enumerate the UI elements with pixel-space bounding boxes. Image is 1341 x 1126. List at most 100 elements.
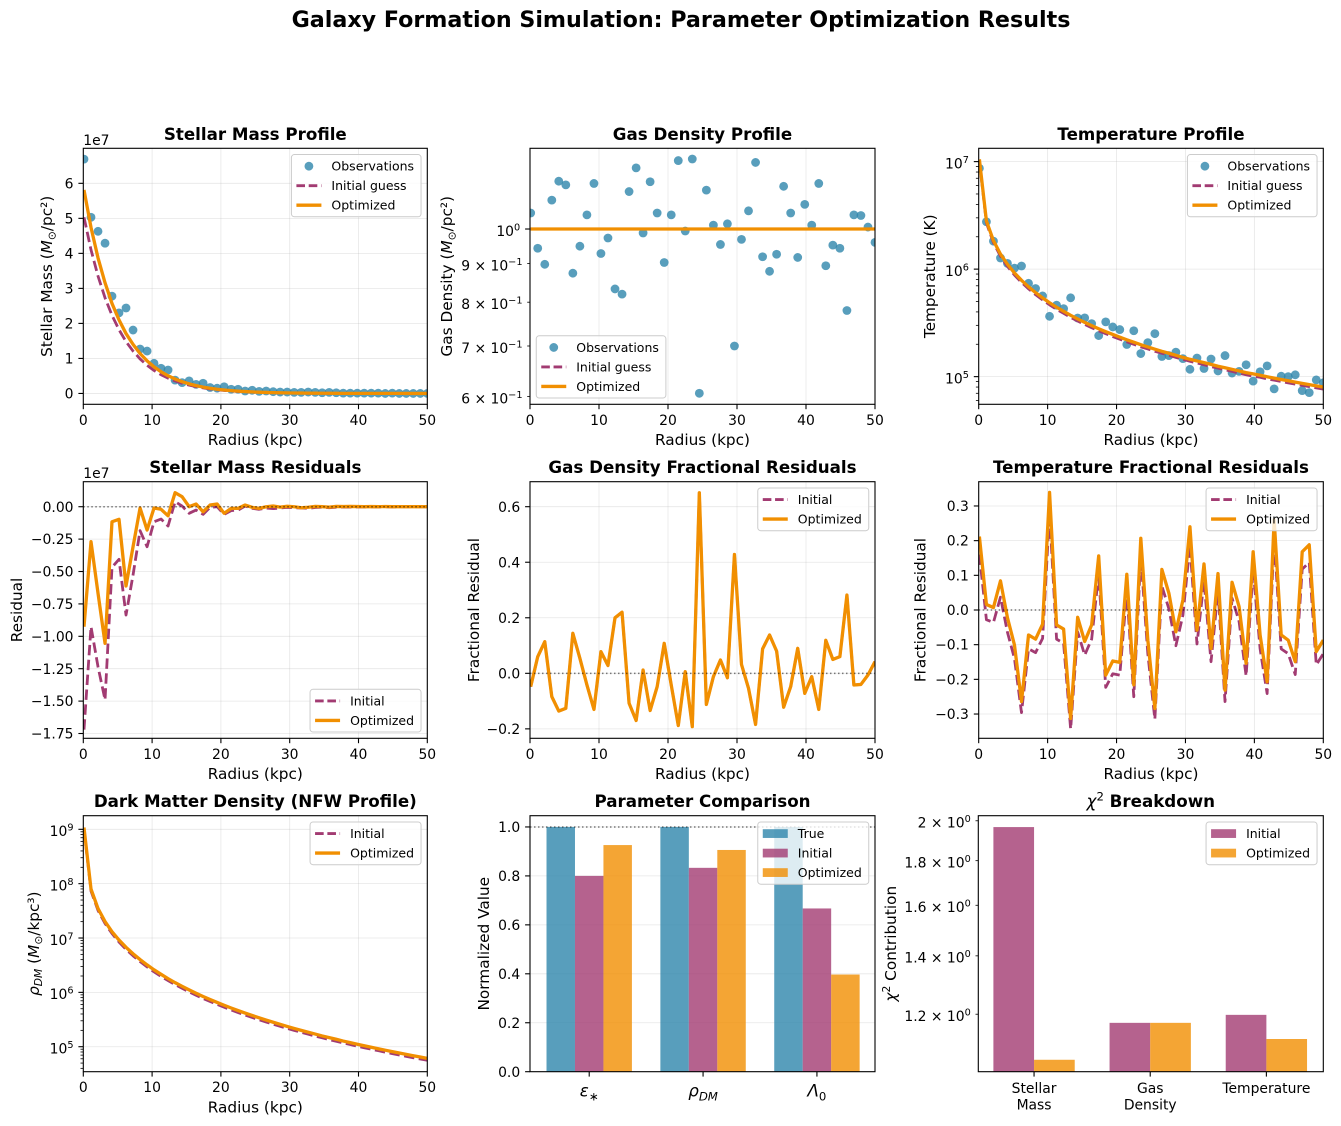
y-tick-label: 100 [496, 222, 520, 240]
legend: Initial Optimized [1205, 821, 1318, 866]
x-axis: ε∗ ρDM Λ0 [580, 1071, 826, 1103]
y-tick-label: 105 [945, 370, 969, 388]
legend-swatch [762, 848, 788, 858]
panel-title-part: χ [1086, 791, 1098, 811]
legend-frame [535, 335, 667, 399]
y-tick-label: −0.1 [935, 638, 969, 654]
data-point [1101, 317, 1111, 327]
legend: Initial Optimized [757, 487, 870, 532]
legend-label: Optimized [576, 379, 640, 394]
y-axis-label: Fractional Residual [912, 538, 930, 682]
y-tick-label-part: 10 [50, 933, 68, 949]
legend-label: Initial guess [1227, 178, 1302, 193]
data-point [1136, 349, 1146, 358]
legend-label: Observations [331, 159, 414, 174]
y-tick-label-part: 1.6 × 10 [904, 900, 964, 916]
y-tick-label: 1.2 × 100 [904, 1008, 970, 1026]
bar-optimized-1 [1150, 1022, 1191, 1072]
y-tick-label-part: 9 [67, 823, 73, 834]
y-tick-label: 0 [65, 387, 74, 403]
legend-label: Initial guess [576, 359, 651, 374]
bar-true-0 [546, 826, 575, 1072]
bar-optimized-1 [717, 849, 746, 1072]
y-tick-label-part: 1.2 × 10 [904, 1009, 964, 1025]
figure-title: Galaxy Formation Simulation: Parameter O… [292, 7, 1071, 33]
legend-label: Initial [798, 846, 833, 861]
y-tick-label: −1.50 [31, 694, 74, 710]
x-axis-label: Radius (kpc) [1103, 431, 1198, 449]
y-axis-label: χ2 Contribution [880, 886, 900, 1003]
y-tick-label: 6 [65, 176, 74, 192]
y-axis-label-part: ρ [25, 986, 43, 996]
data-point [1129, 326, 1139, 336]
y-axis-label: Gas Density (M⊙/pc²) [438, 196, 458, 357]
legend-item-observations: Observations [1200, 159, 1310, 174]
legend-item-initial-guess: Initial guess [1192, 178, 1303, 193]
y-tick-label-part: 5 [963, 370, 969, 381]
legend-item-initial: Initial [315, 693, 385, 708]
series-line-optimized [83, 189, 428, 396]
y-tick-label: 109 [50, 823, 74, 841]
legend-label: Optimized [331, 198, 395, 213]
y-tick-label: 2 × 100 [918, 814, 971, 832]
x-tick-label-part: ρ [688, 1081, 699, 1101]
legend-label: Initial [350, 826, 385, 841]
x-axis-label: Radius (kpc) [655, 765, 750, 783]
y-axis-label-part: /pc²) [38, 196, 56, 231]
y-axis-label-part: M [25, 945, 43, 958]
x-tick-label: 20 [212, 413, 230, 429]
y-axis-label-part: /kpc³) [25, 891, 43, 935]
legend-swatch [762, 829, 788, 838]
y-axis-label: Residual [8, 578, 26, 643]
bar-initial-2 [802, 908, 832, 1072]
y-axis-label: Normalized Value [475, 877, 493, 1011]
legend-frame [1186, 154, 1318, 218]
y-tick-label-part: 5 [67, 1040, 73, 1051]
legend-label: Optimized [798, 865, 862, 880]
y-tick-label: 2 [65, 316, 74, 332]
data-point [561, 180, 571, 190]
y-tick-label: 9 × 10−1 [461, 257, 522, 275]
x-tick-label: 0 [79, 1080, 88, 1096]
legend-label: Optimized [1246, 512, 1310, 527]
y-tick-label: 1.6 × 100 [904, 899, 970, 917]
data-point [582, 210, 592, 220]
x-tick-label: 30 [728, 747, 746, 763]
data-point [835, 243, 845, 253]
legend-label: Observations [1227, 159, 1310, 174]
y-tick-label: 0.4 [498, 555, 520, 571]
y-tick-label: 0.6 [498, 500, 520, 516]
legend: True Initial Optimized [757, 821, 870, 885]
data-point [694, 388, 704, 398]
y-tick-label: 0.6 [498, 918, 520, 934]
y-tick-label: 0.2 [498, 611, 520, 627]
y-axis-label-part: Gas Density ( [438, 254, 456, 357]
x-tick-label: 30 [281, 1080, 299, 1096]
data-point [856, 211, 866, 220]
x-tick-label: 20 [1108, 747, 1126, 763]
data-point [730, 341, 739, 351]
x-tick-label: 10 [143, 413, 161, 429]
y-tick-label-part: 7 × 10 [461, 341, 508, 357]
y-tick-label-part: −1 [508, 296, 522, 307]
y-tick-label: 0.1 [947, 568, 969, 584]
x-tick-label: 10 [143, 747, 161, 763]
y-tick-label: 1.4 × 100 [904, 949, 970, 967]
y-tick-label-part: 10 [496, 224, 514, 240]
x-tick-label: 20 [659, 413, 677, 429]
data-point [849, 210, 859, 220]
data-point [547, 195, 557, 205]
legend: Observations Initial guess Optimized [290, 154, 422, 218]
y-axis-label-part: ( [25, 958, 43, 969]
legend-item-optimized: Optimized [296, 198, 395, 213]
data-point [1241, 360, 1251, 370]
bar-optimized-0 [603, 845, 632, 1072]
data-point [1290, 370, 1300, 380]
y-tick-label: 4 [65, 246, 74, 262]
y-tick-label-part: 1.8 × 10 [904, 856, 964, 872]
x-axis-label: Radius (kpc) [655, 431, 750, 449]
axes-frame [82, 147, 428, 405]
data-point [842, 306, 852, 315]
panel-title: Gas Density Profile [613, 124, 792, 144]
x-tick-label: 40 [1246, 747, 1264, 763]
